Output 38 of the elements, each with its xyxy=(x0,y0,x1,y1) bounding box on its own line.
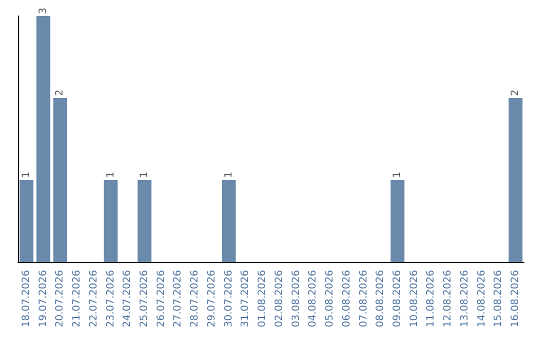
x-tick-label: 11.08.2026 xyxy=(426,270,437,328)
x-tick-label: 10.08.2026 xyxy=(408,270,420,328)
x-tick-label: 15.08.2026 xyxy=(493,270,504,328)
x-tick-label: 22.07.2026 xyxy=(88,270,100,328)
x-tick-label: 07.08.2026 xyxy=(358,270,370,328)
x-tick-label: 26.07.2026 xyxy=(156,270,167,328)
x-tick-label: 14.08.2026 xyxy=(476,270,488,328)
x-tick-label: 23.07.2026 xyxy=(105,270,116,328)
x-tick-label: 06.08.2026 xyxy=(341,270,352,328)
x-tick-label: 12.08.2026 xyxy=(442,270,454,328)
x-tick-label: 30.07.2026 xyxy=(223,270,234,328)
x-tick-label: 03.08.2026 xyxy=(290,270,302,328)
data-label: 2 xyxy=(54,90,66,96)
x-tick-label: 28.07.2026 xyxy=(190,270,201,328)
x-tick-label: 02.08.2026 xyxy=(274,270,285,328)
x-tick-label: 04.08.2026 xyxy=(308,270,319,328)
x-tick-label: 08.08.2026 xyxy=(375,270,386,328)
data-label: 1 xyxy=(392,172,403,178)
x-tick-label: 16.08.2026 xyxy=(510,270,522,328)
data-label: 1 xyxy=(139,172,150,178)
x-tick-label: 18.07.2026 xyxy=(20,270,32,328)
data-label: 1 xyxy=(20,172,32,178)
data-label: 1 xyxy=(223,172,234,178)
data-label: 1 xyxy=(105,172,116,178)
x-tick-label: 09.08.2026 xyxy=(392,270,403,328)
x-tick-label: 13.08.2026 xyxy=(459,270,470,328)
x-tick-label: 29.07.2026 xyxy=(206,270,218,328)
x-tick-label: 20.07.2026 xyxy=(54,270,66,328)
x-tick-label: 05.08.2026 xyxy=(324,270,336,328)
x-tick-label: 21.07.2026 xyxy=(72,270,83,328)
x-tick-label: 25.07.2026 xyxy=(139,270,150,328)
x-tick-label: 24.07.2026 xyxy=(122,270,134,328)
x-tick-label: 27.07.2026 xyxy=(172,270,184,328)
x-tick-label: 01.08.2026 xyxy=(257,270,268,328)
x-tick-label: 31.07.2026 xyxy=(240,270,252,328)
x-tick-label: 19.07.2026 xyxy=(38,270,49,328)
data-label: 3 xyxy=(38,8,49,14)
data-label: 2 xyxy=(510,90,522,96)
